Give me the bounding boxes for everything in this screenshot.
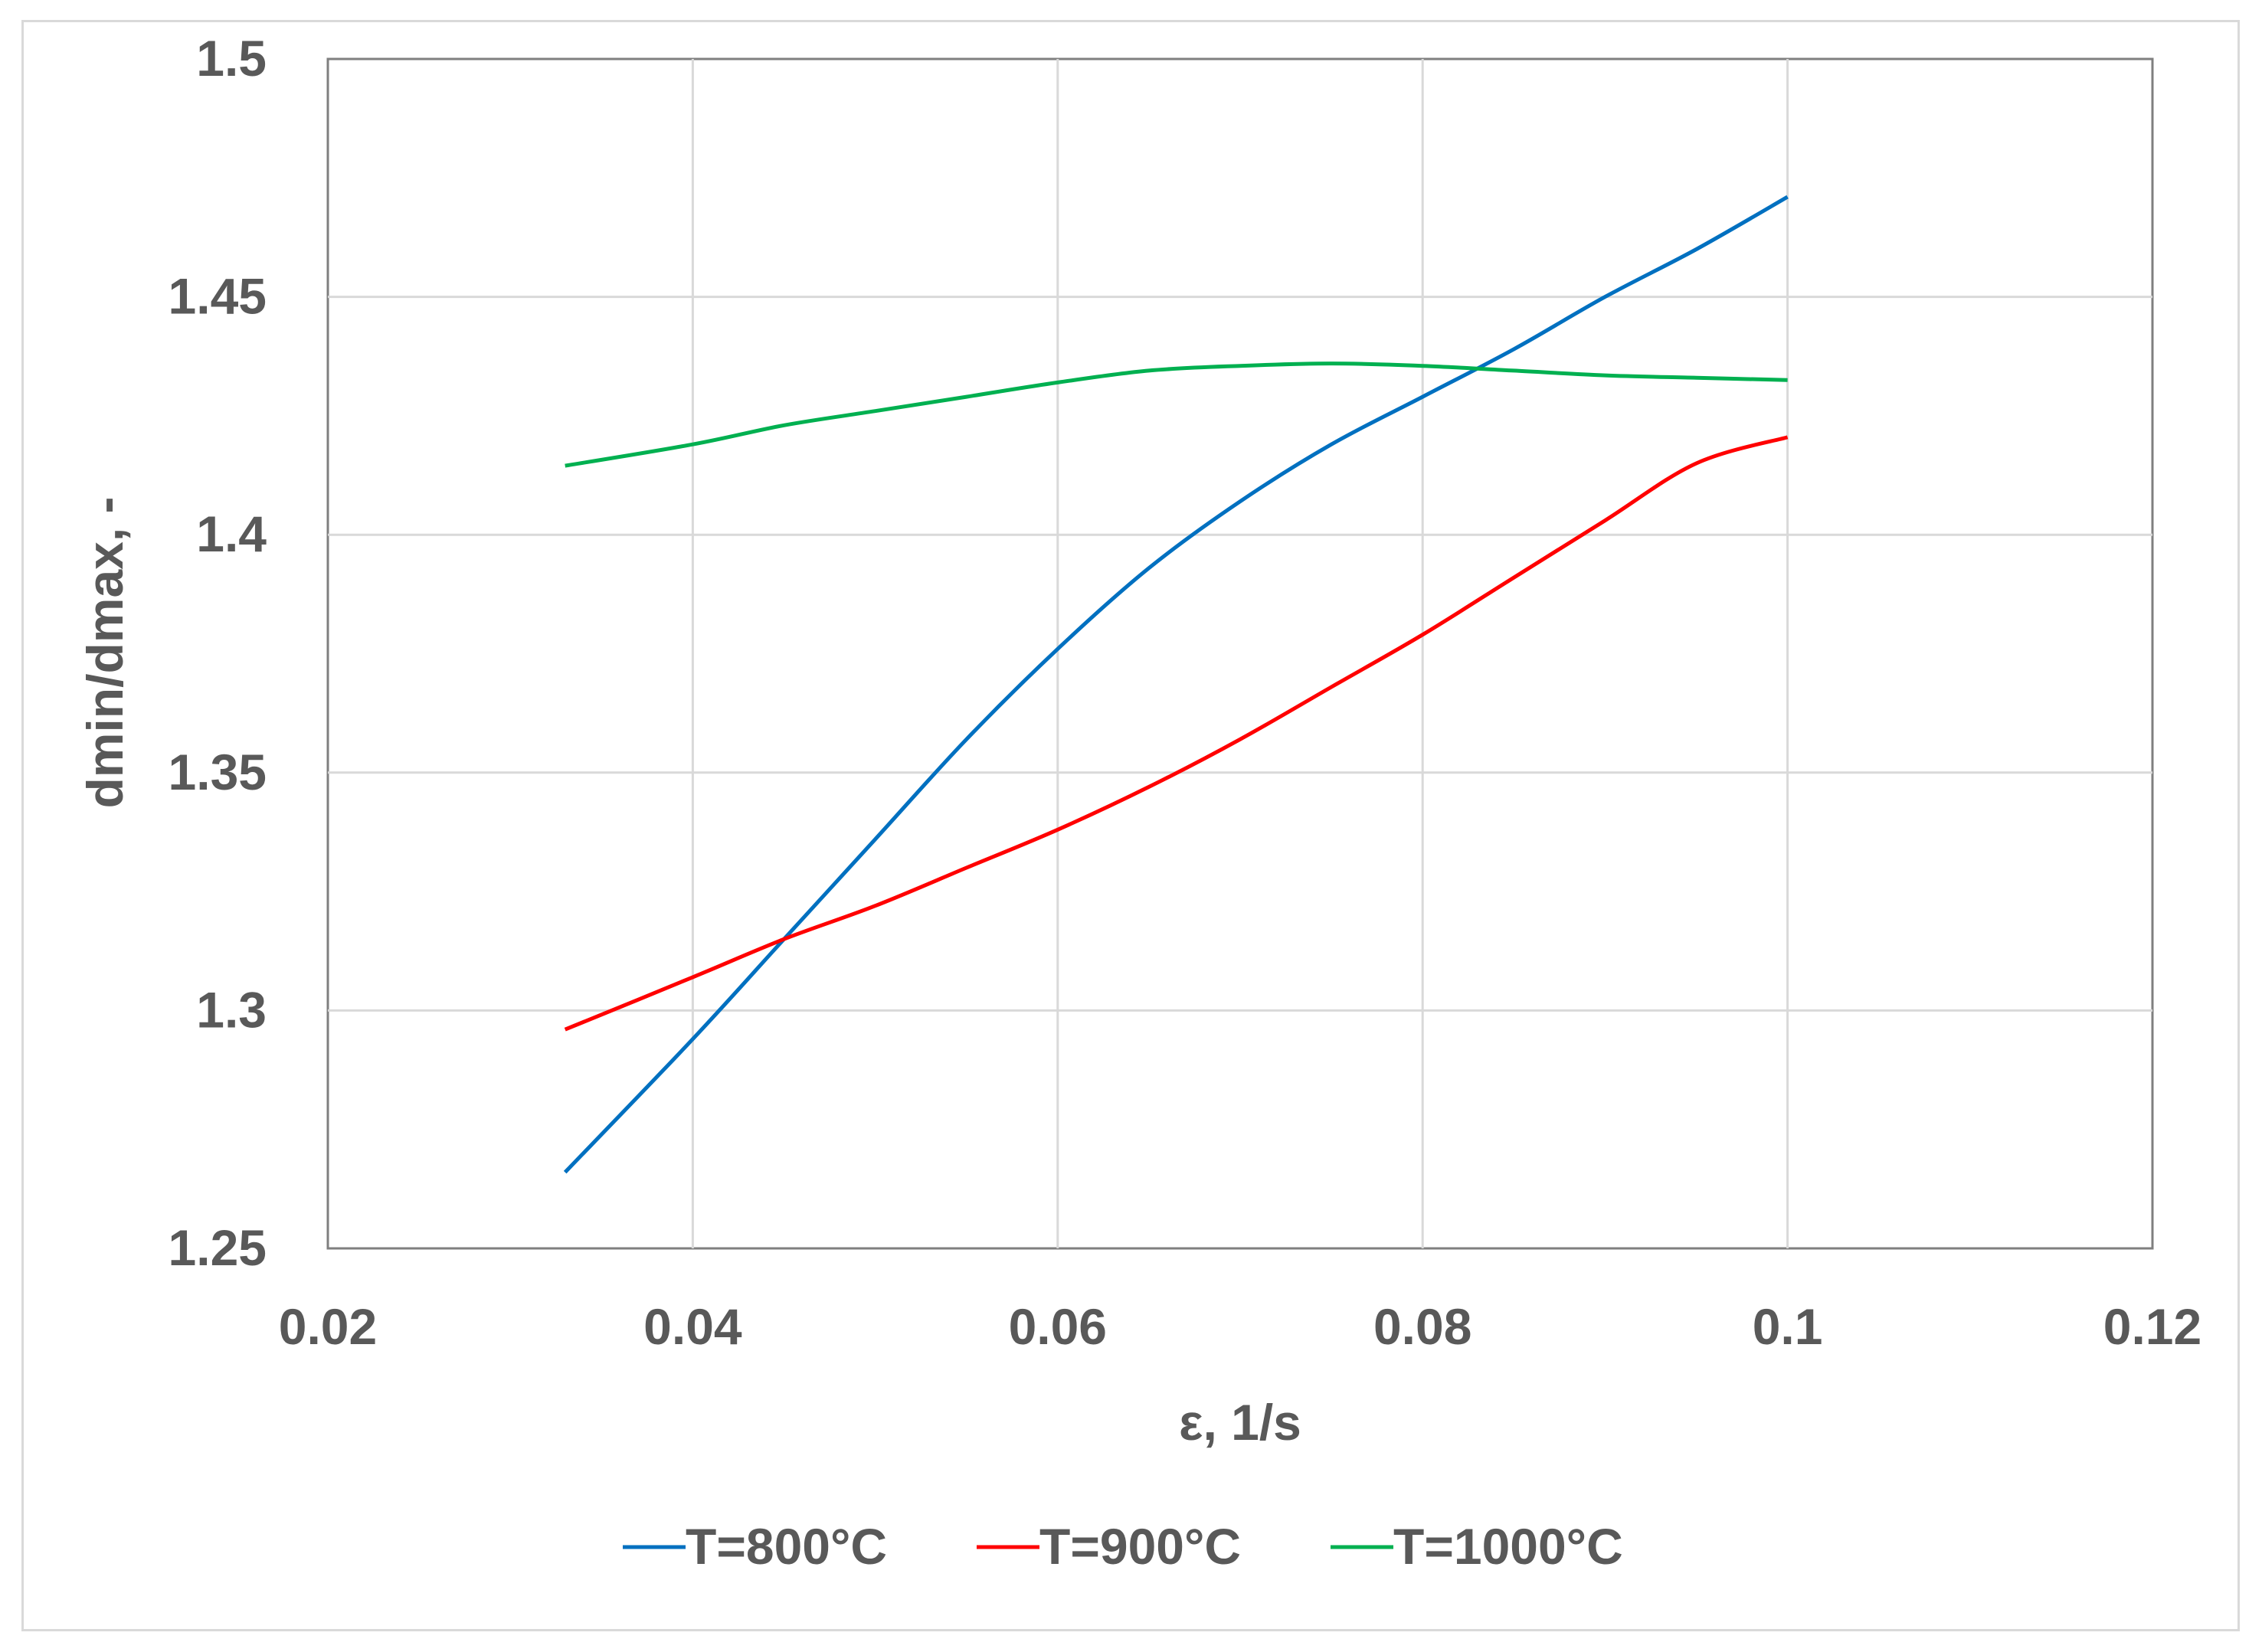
y-tick-label: 1.35 [169,744,267,800]
y-axis-ticks: 1.25 1.3 1.35 1.4 1.45 1.5 [169,30,267,1276]
y-tick-label: 1.3 [196,981,267,1038]
series-line-1 [563,195,1789,1174]
chart-frame [21,20,2240,1631]
y-tick-label: 1.45 [169,268,267,325]
x-axis-ticks: 0.02 0.04 0.06 0.08 0.1 0.12 [279,1298,2201,1355]
series-line-3 [565,361,1788,468]
y-tick-label: 1.4 [196,505,267,562]
series-lines [563,195,1789,1174]
x-tick-label: 0.12 [2103,1298,2201,1355]
x-axis-title: ε, 1/s [1179,1394,1301,1451]
y-axis-title: dmin/dmax, - [77,496,133,808]
legend: T=800°C T=900°C T=1000°C [623,1518,1623,1575]
x-tick-label: 0.06 [1009,1298,1107,1355]
legend-label: T=900°C [1039,1518,1241,1575]
x-tick-label: 0.1 [1753,1298,1823,1355]
series-line-2 [564,435,1789,1032]
legend-label: T=1000°C [1393,1518,1623,1575]
plot-area [326,57,2154,1250]
x-tick-label: 0.02 [279,1298,377,1355]
legend-label: T=800°C [686,1518,887,1575]
gridlines [328,59,2152,1248]
x-tick-label: 0.04 [643,1298,742,1355]
x-tick-label: 0.08 [1373,1298,1471,1355]
y-tick-label: 1.25 [169,1219,267,1276]
y-tick-label: 1.5 [196,30,267,87]
